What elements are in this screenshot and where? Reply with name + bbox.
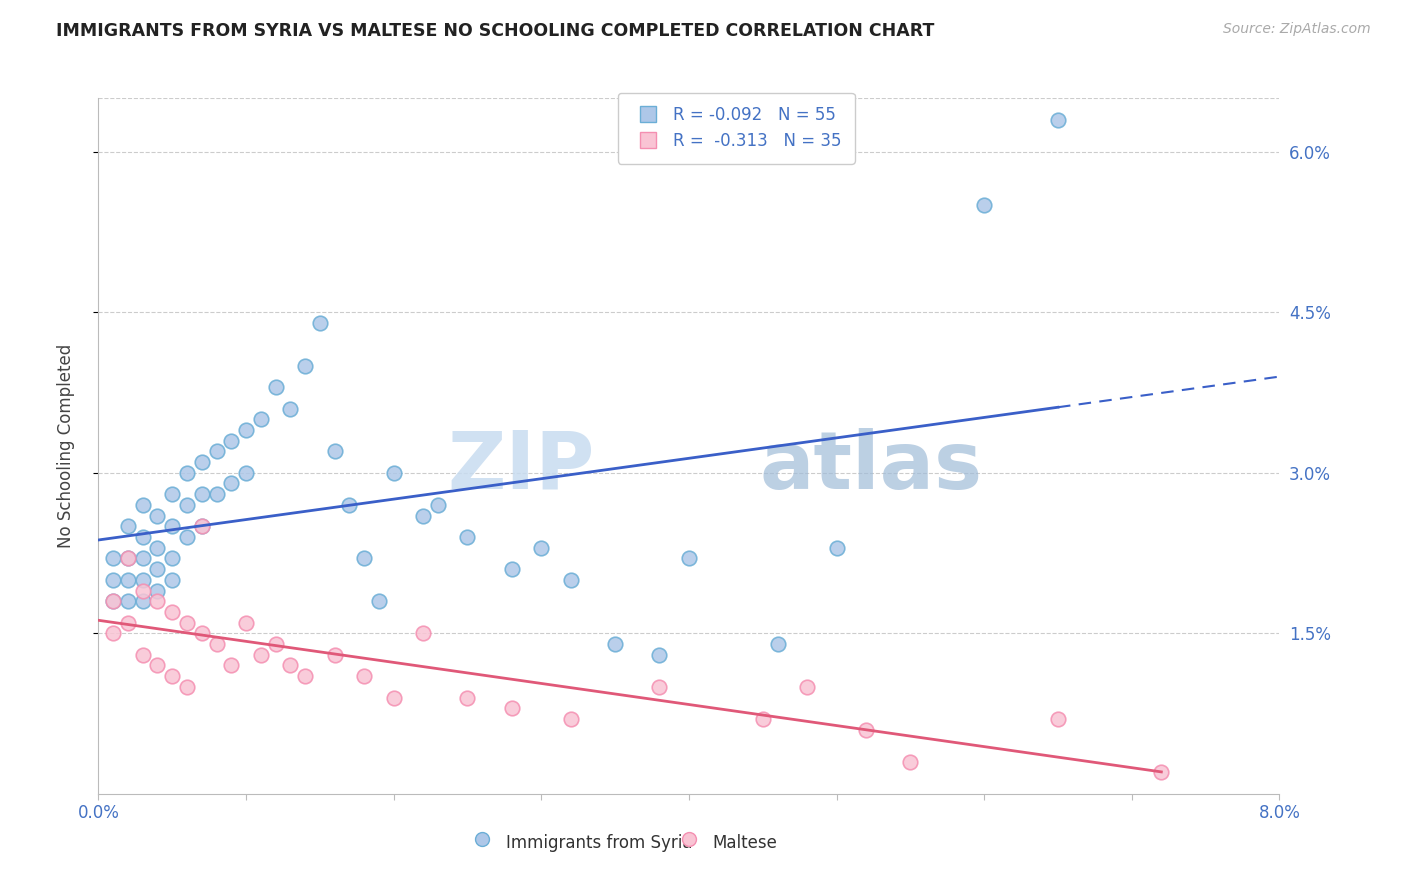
Point <box>280 401 302 416</box>
Point <box>162 519 183 533</box>
Point <box>176 615 198 630</box>
Point <box>221 658 243 673</box>
Point <box>382 466 405 480</box>
Point <box>825 541 848 555</box>
Point <box>146 508 169 523</box>
Point <box>1046 712 1070 726</box>
Point <box>176 530 198 544</box>
Point <box>191 455 214 469</box>
Point <box>132 498 155 512</box>
Point <box>205 637 228 651</box>
Point <box>191 519 214 533</box>
Point <box>176 680 198 694</box>
Point <box>221 434 243 448</box>
Point <box>117 573 139 587</box>
Point <box>294 359 316 373</box>
Point <box>132 530 155 544</box>
Point <box>648 680 671 694</box>
Point <box>766 637 789 651</box>
Point <box>162 551 183 566</box>
Point <box>205 487 228 501</box>
Point <box>382 690 405 705</box>
Point <box>146 658 169 673</box>
Point <box>264 380 287 394</box>
Point <box>648 648 671 662</box>
Point <box>323 444 346 458</box>
Point <box>412 626 434 640</box>
Point <box>235 423 257 437</box>
Point <box>191 487 214 501</box>
Point <box>1150 765 1173 780</box>
Point <box>457 530 479 544</box>
Point <box>339 498 361 512</box>
Point <box>280 658 302 673</box>
Point <box>162 573 183 587</box>
Text: IMMIGRANTS FROM SYRIA VS MALTESE NO SCHOOLING COMPLETED CORRELATION CHART: IMMIGRANTS FROM SYRIA VS MALTESE NO SCHO… <box>56 22 935 40</box>
Y-axis label: No Schooling Completed: No Schooling Completed <box>56 344 75 548</box>
Point <box>323 648 346 662</box>
Point <box>162 487 183 501</box>
Point <box>117 615 139 630</box>
Point <box>205 444 228 458</box>
Point <box>353 669 375 683</box>
Point <box>132 573 155 587</box>
Text: Source: ZipAtlas.com: Source: ZipAtlas.com <box>1223 22 1371 37</box>
Point <box>162 669 183 683</box>
Point <box>250 648 273 662</box>
Point <box>250 412 273 426</box>
Point <box>752 712 775 726</box>
Point <box>353 551 375 566</box>
Point <box>294 669 316 683</box>
Point <box>132 551 155 566</box>
Point <box>796 680 818 694</box>
Point <box>117 551 139 566</box>
Point <box>309 316 332 330</box>
Text: ZIP: ZIP <box>447 428 595 506</box>
Point <box>146 594 169 608</box>
Point <box>176 466 198 480</box>
Point <box>221 476 243 491</box>
Legend: R = -0.092   N = 55, R =  -0.313   N = 35: R = -0.092 N = 55, R = -0.313 N = 35 <box>617 93 855 163</box>
Point <box>132 583 155 598</box>
Point <box>146 583 169 598</box>
Point <box>900 755 922 769</box>
Point <box>855 723 877 737</box>
Text: Maltese: Maltese <box>713 834 778 852</box>
Point <box>103 594 125 608</box>
Point <box>678 551 700 566</box>
Point <box>191 626 214 640</box>
Point <box>973 198 995 212</box>
Point <box>264 637 287 651</box>
Point <box>103 626 125 640</box>
Point <box>132 594 155 608</box>
Point <box>117 519 139 533</box>
Point <box>176 498 198 512</box>
Text: Immigrants from Syria: Immigrants from Syria <box>506 834 692 852</box>
Point <box>501 701 523 715</box>
Point <box>457 690 479 705</box>
Point <box>560 712 582 726</box>
Point <box>605 637 627 651</box>
Point <box>103 573 125 587</box>
Point <box>368 594 391 608</box>
Point <box>117 551 139 566</box>
Point <box>1046 112 1070 127</box>
Point <box>427 498 450 512</box>
Point <box>103 594 125 608</box>
Point <box>191 519 214 533</box>
Point <box>235 466 257 480</box>
Point <box>146 562 169 576</box>
Point <box>501 562 523 576</box>
Text: atlas: atlas <box>759 428 983 506</box>
Point <box>146 541 169 555</box>
Point <box>132 648 155 662</box>
Point <box>530 541 553 555</box>
Point <box>162 605 183 619</box>
Point <box>412 508 434 523</box>
Point <box>117 594 139 608</box>
Point <box>103 551 125 566</box>
Point <box>560 573 582 587</box>
Point <box>235 615 257 630</box>
